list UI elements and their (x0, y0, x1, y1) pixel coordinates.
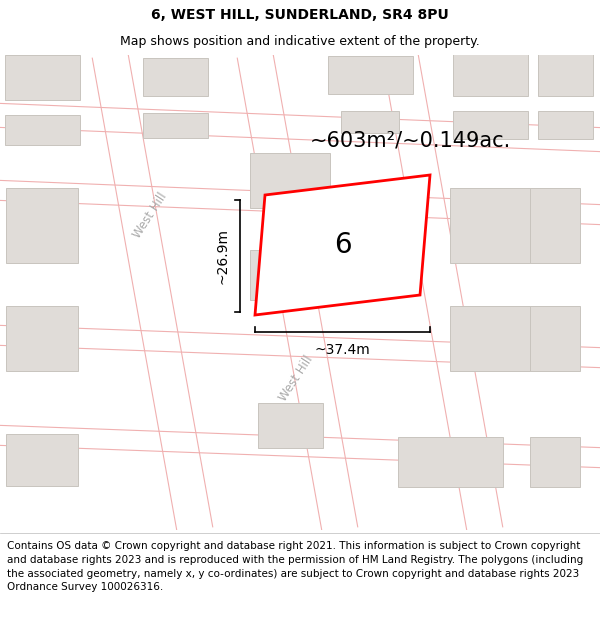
Polygon shape (143, 58, 208, 96)
Polygon shape (5, 115, 79, 145)
Polygon shape (5, 54, 79, 99)
Text: Contains OS data © Crown copyright and database right 2021. This information is : Contains OS data © Crown copyright and d… (7, 541, 583, 592)
Polygon shape (341, 111, 399, 133)
Polygon shape (452, 111, 527, 139)
Polygon shape (255, 175, 430, 315)
Polygon shape (530, 306, 580, 371)
Polygon shape (250, 152, 330, 208)
Text: West Hill: West Hill (277, 352, 316, 403)
Polygon shape (6, 188, 78, 262)
Text: ~26.9m: ~26.9m (215, 228, 229, 284)
Text: 6, WEST HILL, SUNDERLAND, SR4 8PU: 6, WEST HILL, SUNDERLAND, SR4 8PU (151, 8, 449, 22)
Text: ~603m²/~0.149ac.: ~603m²/~0.149ac. (310, 130, 511, 150)
Polygon shape (538, 54, 593, 96)
Text: ~37.4m: ~37.4m (314, 343, 370, 357)
Polygon shape (450, 188, 530, 262)
Text: West Hill: West Hill (130, 190, 170, 240)
Polygon shape (250, 250, 330, 300)
Polygon shape (257, 402, 323, 448)
Polygon shape (538, 111, 593, 139)
Text: 6: 6 (334, 231, 352, 259)
Polygon shape (530, 188, 580, 262)
Polygon shape (452, 54, 527, 96)
Polygon shape (328, 56, 413, 94)
Polygon shape (6, 306, 78, 371)
Polygon shape (450, 306, 530, 371)
Polygon shape (6, 434, 78, 486)
Polygon shape (398, 437, 503, 487)
Text: Map shows position and indicative extent of the property.: Map shows position and indicative extent… (120, 35, 480, 48)
Polygon shape (143, 112, 208, 138)
Polygon shape (530, 437, 580, 487)
